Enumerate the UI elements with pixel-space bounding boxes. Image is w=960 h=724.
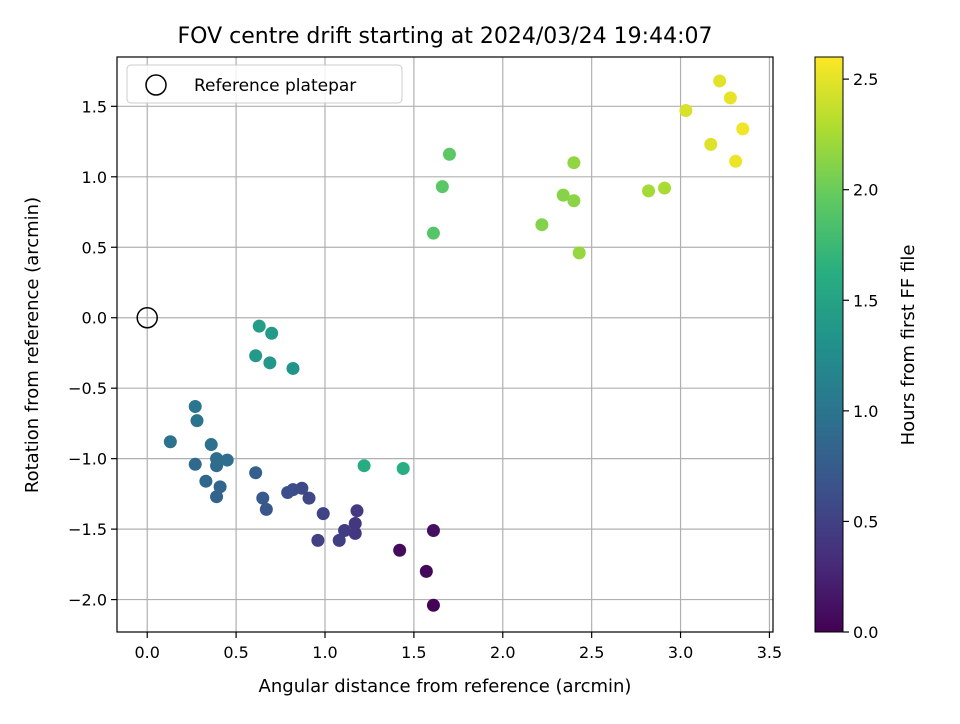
data-point xyxy=(658,181,672,195)
y-tick-label: 1.5 xyxy=(82,97,107,116)
data-point xyxy=(252,319,266,333)
x-tick-label: 3.5 xyxy=(757,643,782,662)
data-point xyxy=(350,504,364,518)
x-axis-ticks: 0.0 0.5 1.0 1.5 2.0 2.5 3.0 3.5 xyxy=(134,632,782,662)
data-point xyxy=(713,74,727,88)
data-point xyxy=(263,356,277,370)
data-point xyxy=(419,564,433,578)
data-point xyxy=(642,184,656,198)
y-tick-label: 0.5 xyxy=(82,238,107,257)
data-point xyxy=(311,533,325,547)
data-point xyxy=(729,154,743,168)
data-point xyxy=(210,490,224,504)
colorbar-tick-label: 2.5 xyxy=(853,70,878,89)
data-point xyxy=(426,226,440,240)
y-axis-label: Rotation from reference (arcmin) xyxy=(22,197,43,493)
y-tick-label: −1.0 xyxy=(68,450,107,469)
grid-lines xyxy=(117,57,773,632)
x-tick-label: 3.0 xyxy=(668,643,693,662)
data-point xyxy=(249,349,263,363)
data-point xyxy=(535,218,549,232)
data-point xyxy=(302,491,316,505)
legend: Reference platepar xyxy=(126,64,403,104)
y-tick-label: 1.0 xyxy=(82,168,107,187)
data-point xyxy=(316,507,330,521)
data-point xyxy=(567,194,581,208)
data-point xyxy=(220,453,234,467)
data-point xyxy=(679,104,693,118)
x-tick-label: 2.5 xyxy=(579,643,604,662)
data-point xyxy=(393,543,407,557)
data-point xyxy=(357,459,371,473)
colorbar-tick-label: 0.5 xyxy=(853,512,878,531)
data-point xyxy=(163,435,177,449)
chart-title: FOV centre drift starting at 2024/03/24 … xyxy=(178,24,713,49)
x-tick-label: 1.0 xyxy=(312,643,337,662)
data-point xyxy=(188,400,202,414)
data-point xyxy=(426,524,440,538)
legend-open-circle-marker xyxy=(145,74,167,96)
colorbar-gradient xyxy=(814,56,844,633)
colorbar-tick-label: 1.0 xyxy=(853,402,878,421)
legend-box xyxy=(126,64,403,104)
y-tick-label: −2.0 xyxy=(68,591,107,610)
data-point xyxy=(426,598,440,612)
x-tick-label: 0.0 xyxy=(134,643,159,662)
data-point xyxy=(556,188,570,202)
data-point xyxy=(256,491,270,505)
data-point xyxy=(723,91,737,105)
data-point xyxy=(249,466,263,480)
data-point xyxy=(332,533,346,547)
y-tick-label: −1.5 xyxy=(68,520,107,539)
colorbar-label: Hours from first FF file xyxy=(898,245,919,446)
data-point xyxy=(286,361,300,375)
legend-entry-label: Reference platepar xyxy=(194,76,356,96)
y-tick-label: 0.0 xyxy=(82,309,107,328)
colorbar-tick-label: 1.5 xyxy=(853,291,878,310)
data-point xyxy=(348,516,362,530)
x-axis-label: Angular distance from reference (arcmin) xyxy=(259,676,632,697)
data-point xyxy=(396,462,410,476)
data-point xyxy=(442,147,456,161)
reference-platepar-marker xyxy=(136,306,158,329)
data-point xyxy=(204,438,218,452)
y-tick-label: −0.5 xyxy=(68,379,107,398)
data-point xyxy=(199,474,213,488)
data-point xyxy=(265,326,279,340)
colorbar-tick-label: 0.0 xyxy=(853,623,878,642)
data-point xyxy=(259,502,273,516)
data-point xyxy=(210,452,224,466)
data-point xyxy=(348,526,362,540)
data-point xyxy=(338,524,352,538)
y-axis-ticks: −2.0 −1.5 −1.0 −0.5 0.0 0.5 1.0 1.5 xyxy=(68,97,117,610)
x-tick-label: 0.5 xyxy=(223,643,248,662)
plot-frame xyxy=(116,56,774,633)
colorbar: 0.0 0.5 1.0 1.5 2.0 2.5 Hours from first FF f… xyxy=(814,56,919,642)
data-point xyxy=(567,156,581,170)
data-point xyxy=(736,122,750,136)
data-point xyxy=(704,137,718,151)
data-point xyxy=(281,485,295,499)
scatter-points xyxy=(136,74,750,612)
data-point xyxy=(572,246,586,260)
colorbar-ticks: 0.0 0.5 1.0 1.5 2.0 2.5 xyxy=(843,70,878,642)
data-point xyxy=(190,414,204,428)
data-point xyxy=(188,457,202,471)
data-point xyxy=(435,180,449,194)
colorbar-tick-label: 2.0 xyxy=(853,181,878,200)
data-point xyxy=(213,480,227,494)
x-tick-label: 1.5 xyxy=(401,643,426,662)
x-tick-label: 2.0 xyxy=(490,643,515,662)
